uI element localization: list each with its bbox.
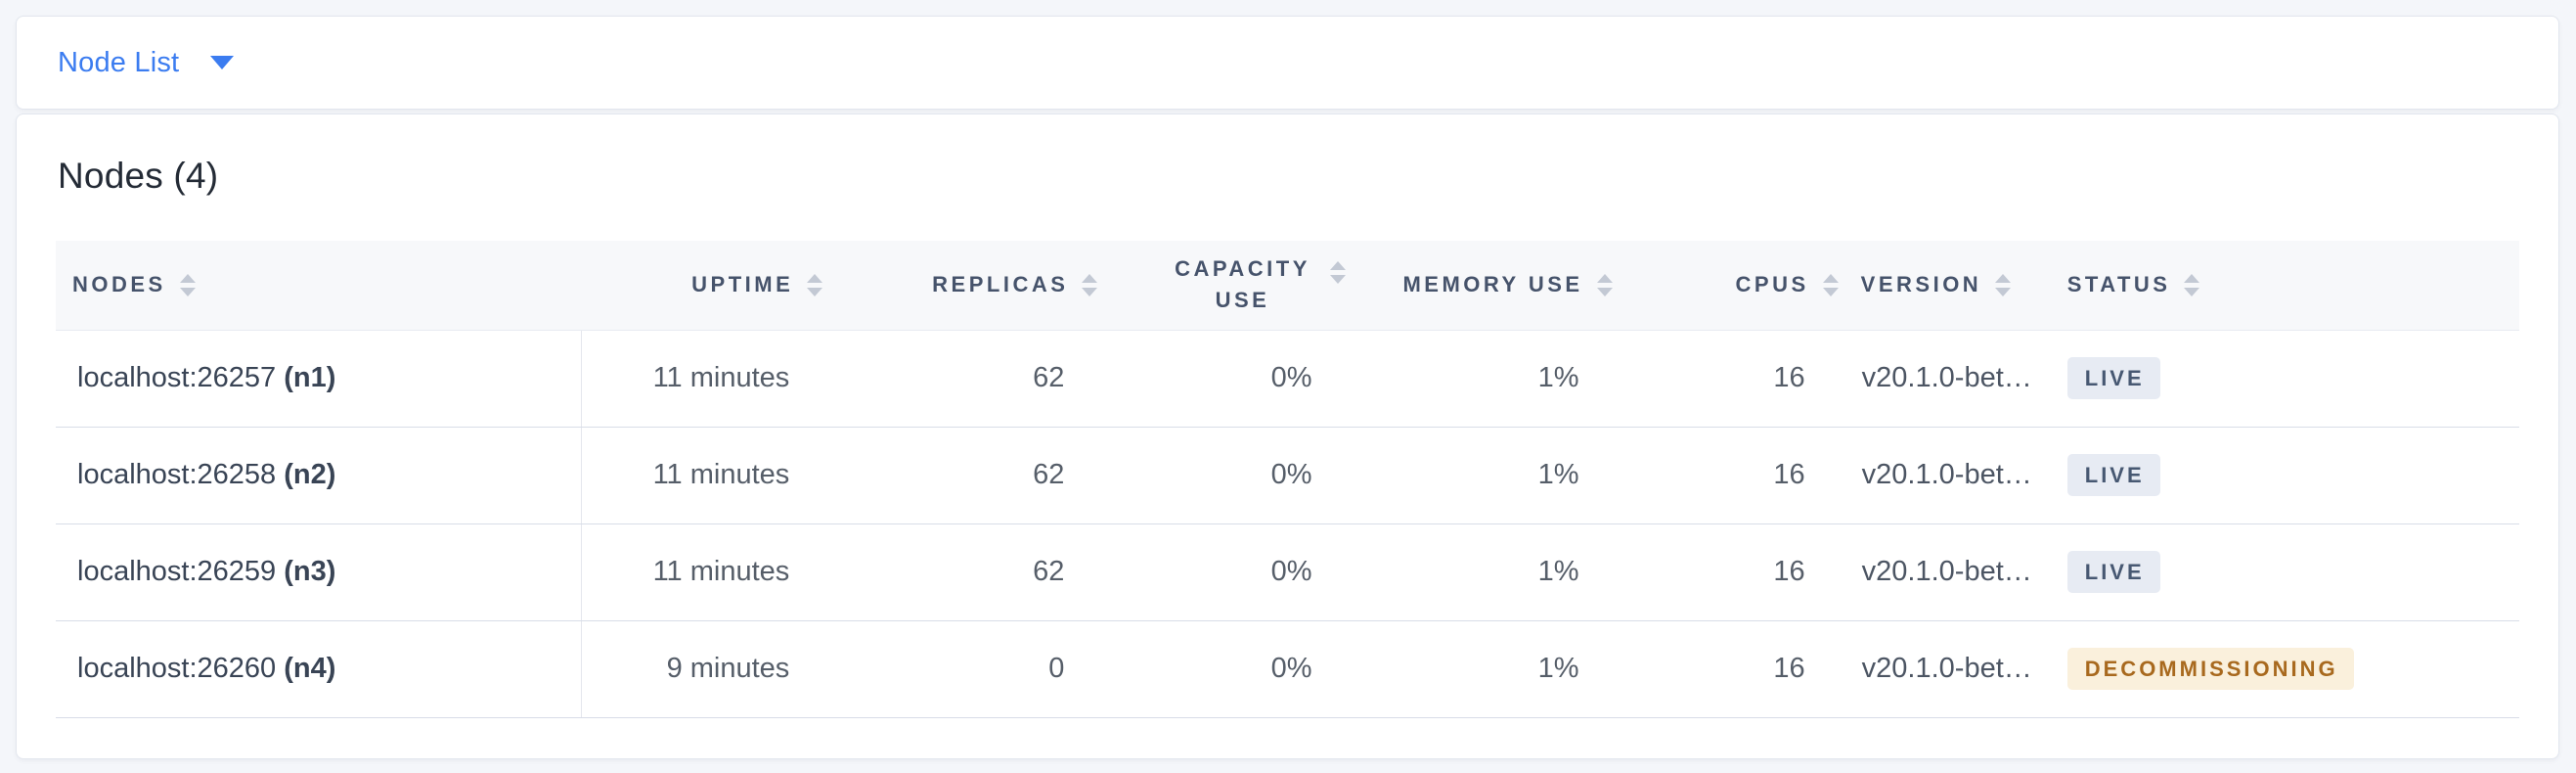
caret-down-icon bbox=[210, 56, 235, 69]
memory-use-cell: 1% bbox=[1361, 523, 1629, 621]
column-header-replicas[interactable]: Replicas bbox=[839, 241, 1115, 331]
memory-use-cell: 1% bbox=[1361, 427, 1629, 524]
column-header-memory-use[interactable]: Memory Use bbox=[1361, 241, 1629, 331]
status-cell: Live bbox=[2061, 330, 2519, 428]
sort-icon bbox=[1995, 273, 2012, 296]
node-id: (n4) bbox=[284, 653, 336, 684]
column-header-cpus[interactable]: CPUs bbox=[1628, 241, 1855, 331]
column-header-uptime[interactable]: Uptime bbox=[581, 241, 840, 331]
status-cell: Live bbox=[2061, 427, 2519, 524]
sort-icon bbox=[2184, 273, 2200, 296]
table-row-node-4[interactable]: localhost:26260 (n4) 9 minutes 0 0% 1% 1… bbox=[56, 620, 2519, 718]
column-label: Version bbox=[1860, 272, 1982, 297]
sort-icon bbox=[1329, 261, 1346, 285]
node-id: (n2) bbox=[284, 459, 336, 490]
page-title: Nodes (4) bbox=[58, 156, 219, 196]
column-label: Uptime bbox=[691, 272, 794, 297]
sort-icon bbox=[1596, 273, 1613, 296]
version-cell: v20.1.0-bet… bbox=[1854, 620, 2062, 718]
replicas-cell: 62 bbox=[839, 427, 1115, 524]
view-mode-dropdown[interactable]: Node List bbox=[58, 46, 235, 79]
status-badge: Decommissioning bbox=[2066, 648, 2354, 690]
replicas-cell: 0 bbox=[839, 620, 1115, 718]
sort-icon bbox=[807, 273, 823, 296]
column-label: Status bbox=[2066, 272, 2171, 297]
capacity-use-cell: 0% bbox=[1114, 330, 1362, 428]
sort-icon bbox=[179, 273, 196, 296]
view-selector-card: Node List bbox=[16, 16, 2559, 110]
sort-icon bbox=[1822, 273, 1839, 296]
version-cell: v20.1.0-bet… bbox=[1854, 427, 2062, 524]
cpus-cell: 16 bbox=[1628, 523, 1855, 621]
nodes-card: Nodes (4) Nodes Uptime bbox=[16, 114, 2559, 759]
node-address: localhost:26259 bbox=[77, 556, 277, 587]
nodes-table: Nodes Uptime Replicas bbox=[56, 241, 2519, 718]
status-badge: Live bbox=[2066, 551, 2160, 593]
cpus-cell: 16 bbox=[1628, 330, 1855, 428]
node-address: localhost:26260 bbox=[77, 653, 277, 684]
node-name-cell: localhost:26258 (n2) bbox=[56, 427, 582, 524]
sort-icon bbox=[1082, 273, 1098, 296]
column-label: Nodes bbox=[72, 272, 166, 297]
table-row-node-3[interactable]: localhost:26259 (n3) 11 minutes 62 0% 1%… bbox=[56, 523, 2519, 621]
column-header-nodes[interactable]: Nodes bbox=[56, 241, 582, 331]
uptime-cell: 11 minutes bbox=[581, 523, 840, 621]
column-header-version[interactable]: Version bbox=[1854, 241, 2062, 331]
uptime-cell: 11 minutes bbox=[581, 427, 840, 524]
column-label: Replicas bbox=[932, 272, 1069, 297]
capacity-use-cell: 0% bbox=[1114, 620, 1362, 718]
status-badge: Live bbox=[2066, 357, 2160, 399]
cpus-cell: 16 bbox=[1628, 620, 1855, 718]
column-label: Capacity Use bbox=[1175, 256, 1310, 313]
column-label: CPUs bbox=[1735, 272, 1809, 297]
capacity-use-cell: 0% bbox=[1114, 427, 1362, 524]
table-row-node-1[interactable]: localhost:26257 (n1) 11 minutes 62 0% 1%… bbox=[56, 330, 2519, 428]
node-address: localhost:26257 bbox=[77, 362, 277, 393]
replicas-cell: 62 bbox=[839, 523, 1115, 621]
status-badge: Live bbox=[2066, 454, 2160, 496]
column-header-capacity-use[interactable]: Capacity Use bbox=[1114, 241, 1362, 331]
cpus-cell: 16 bbox=[1628, 427, 1855, 524]
status-cell: Live bbox=[2061, 523, 2519, 621]
replicas-cell: 62 bbox=[839, 330, 1115, 428]
node-id: (n1) bbox=[284, 362, 336, 393]
node-address: localhost:26258 bbox=[77, 459, 277, 490]
node-name-cell: localhost:26260 (n4) bbox=[56, 620, 582, 718]
view-mode-label: Node List bbox=[58, 46, 180, 78]
node-name-cell: localhost:26259 (n3) bbox=[56, 523, 582, 621]
memory-use-cell: 1% bbox=[1361, 330, 1629, 428]
uptime-cell: 9 minutes bbox=[581, 620, 840, 718]
node-name-cell: localhost:26257 (n1) bbox=[56, 330, 582, 428]
column-label: Memory Use bbox=[1402, 272, 1583, 297]
capacity-use-cell: 0% bbox=[1114, 523, 1362, 621]
version-cell: v20.1.0-bet… bbox=[1854, 330, 2062, 428]
status-cell: Decommissioning bbox=[2061, 620, 2519, 718]
version-cell: v20.1.0-bet… bbox=[1854, 523, 2062, 621]
table-row-node-2[interactable]: localhost:26258 (n2) 11 minutes 62 0% 1%… bbox=[56, 427, 2519, 524]
node-id: (n3) bbox=[284, 556, 336, 587]
column-header-status[interactable]: Status bbox=[2061, 241, 2519, 331]
uptime-cell: 11 minutes bbox=[581, 330, 840, 428]
table-header-row: Nodes Uptime Replicas bbox=[56, 241, 2519, 331]
memory-use-cell: 1% bbox=[1361, 620, 1629, 718]
